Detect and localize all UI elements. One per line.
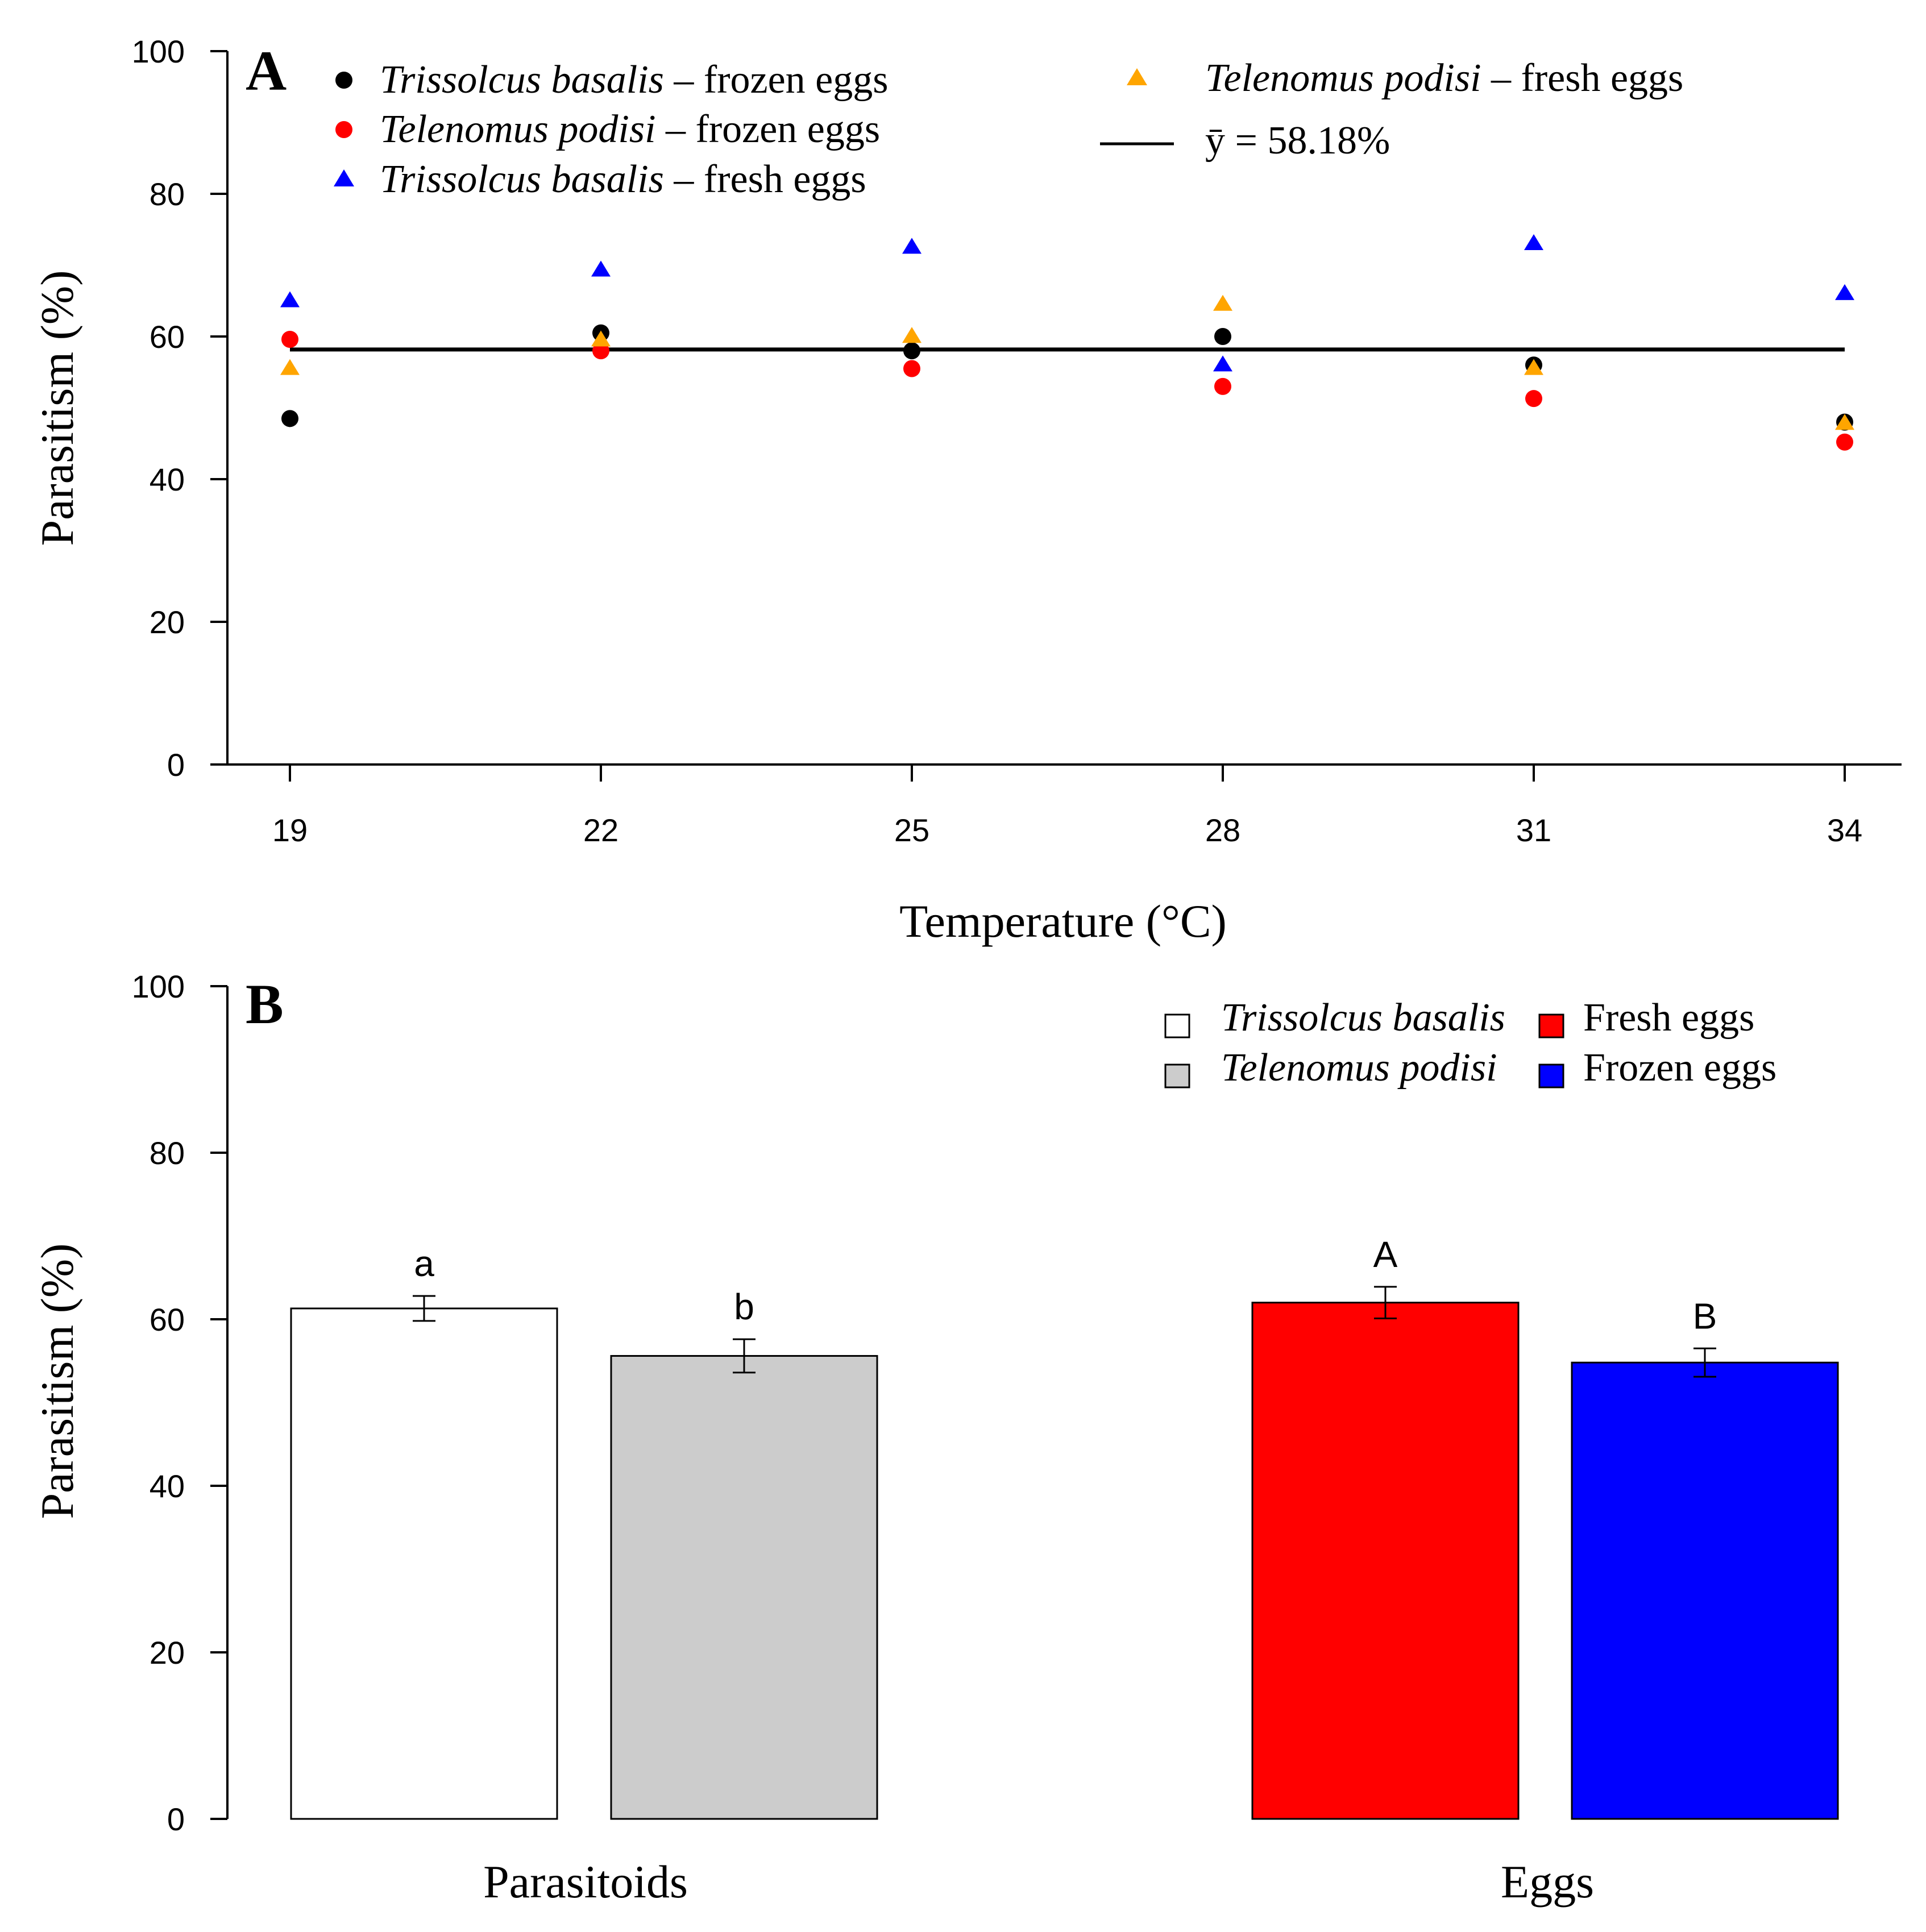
legend-label: Trissolcus basalis [1221, 996, 1505, 1040]
legend-label: Fresh eggs [1583, 996, 1754, 1040]
legend-species: Trissolcus basalis [380, 157, 664, 201]
data-point [1524, 234, 1543, 251]
panel-b-y-tick-label: 20 [150, 1635, 185, 1671]
data-point [592, 342, 609, 360]
panel-a-y-tick-label: 0 [167, 747, 185, 783]
group-label: Parasitoids [483, 1856, 688, 1908]
panel-a-x-title: Temperature (°C) [899, 895, 1227, 947]
data-point [280, 359, 300, 375]
bar [610, 1355, 878, 1820]
data-point [1213, 294, 1232, 311]
panel-a-x-tick-label: 31 [1516, 812, 1551, 848]
legend-species: Telenomus podisi [1205, 56, 1481, 100]
legend-entry: Trissolcus basalis – frozen eggs [380, 58, 888, 102]
panel-b-y-tick-label: 40 [150, 1468, 185, 1504]
legend-swatch [1164, 1013, 1190, 1038]
legend-label: Telenomus podisi [1221, 1046, 1497, 1090]
significance-letter: a [414, 1243, 434, 1284]
panel-a-x-tick-label: 19 [272, 812, 308, 848]
legend-marker [334, 169, 354, 186]
data-point [1836, 433, 1853, 451]
significance-letter: b [734, 1286, 754, 1327]
legend-species: Telenomus podisi [380, 107, 656, 151]
data-point [902, 327, 922, 343]
panel-a-y-tick-label: 40 [150, 462, 185, 497]
legend-entry: Telenomus podisi – fresh eggs [1205, 56, 1683, 100]
data-point [1213, 355, 1232, 372]
panel-b: B Parasitism (%) 0 20 40 60 80 100 a b A B Paras… [31, 969, 1839, 1908]
data-point [591, 260, 611, 277]
data-point [1214, 328, 1231, 345]
legend-egg-type: – fresh eggs [1481, 56, 1684, 100]
group-label: Eggs [1501, 1856, 1594, 1908]
bar [1251, 1302, 1520, 1820]
data-point [281, 331, 298, 348]
panel-b-y-tick-label: 60 [150, 1302, 185, 1337]
panel-a-y-tick-label: 80 [150, 176, 185, 212]
panel-b-label: B [246, 973, 284, 1036]
legend-species: Trissolcus basalis [380, 58, 664, 102]
panel-b-y-tick-label: 100 [132, 969, 185, 1004]
legend-swatch [1538, 1063, 1564, 1088]
legend-marker [335, 121, 352, 138]
significance-letter: B [1693, 1295, 1717, 1336]
panel-a-label: A [246, 39, 287, 102]
legend-entry: Trissolcus basalis – fresh eggs [380, 157, 866, 201]
data-point [902, 238, 922, 254]
data-point [281, 410, 298, 427]
panel-b-y-tick-label: 80 [150, 1135, 185, 1171]
panel-a: A Parasitism (%) Temperature (°C) 0 20 40 6… [31, 34, 1902, 947]
data-point [1524, 359, 1543, 375]
panel-a-y-tick-label: 100 [132, 34, 185, 69]
data-point [1525, 390, 1542, 408]
data-point [591, 330, 611, 347]
panel-a-x-tick-label: 25 [894, 812, 929, 848]
data-point [1835, 284, 1854, 300]
panel-a-y-tick-label: 60 [150, 319, 185, 355]
legend-label: Frozen eggs [1583, 1046, 1776, 1090]
legend-egg-type: – frozen eggs [664, 58, 889, 102]
panel-a-y-title: Parasitism (%) [31, 270, 83, 546]
data-point [1214, 377, 1231, 395]
panel-a-x-tick-label: 22 [583, 812, 619, 848]
legend-swatch [1538, 1013, 1564, 1038]
panel-a-x-tick-label: 34 [1827, 812, 1862, 848]
legend-marker [1127, 68, 1147, 85]
data-point [903, 342, 920, 360]
bar [1571, 1361, 1839, 1820]
data-point [903, 360, 920, 377]
bar [290, 1307, 558, 1820]
data-point [280, 291, 300, 308]
legend-swatch [1164, 1063, 1190, 1088]
panel-b-y-tick-label: 0 [167, 1801, 185, 1837]
panel-a-y-tick-label: 20 [150, 604, 185, 640]
panel-a-x-tick-label: 28 [1205, 812, 1240, 848]
legend-entry: Telenomus podisi – frozen eggs [380, 107, 880, 151]
legend-egg-type: – frozen eggs [656, 107, 881, 151]
significance-letter: A [1373, 1234, 1398, 1275]
legend-marker [335, 72, 352, 89]
panel-b-y-title: Parasitism (%) [31, 1243, 83, 1519]
legend-egg-type: – fresh eggs [664, 157, 866, 201]
data-point [1835, 414, 1854, 430]
legend-mean-label: ȳ = 58.18% [1205, 119, 1390, 163]
